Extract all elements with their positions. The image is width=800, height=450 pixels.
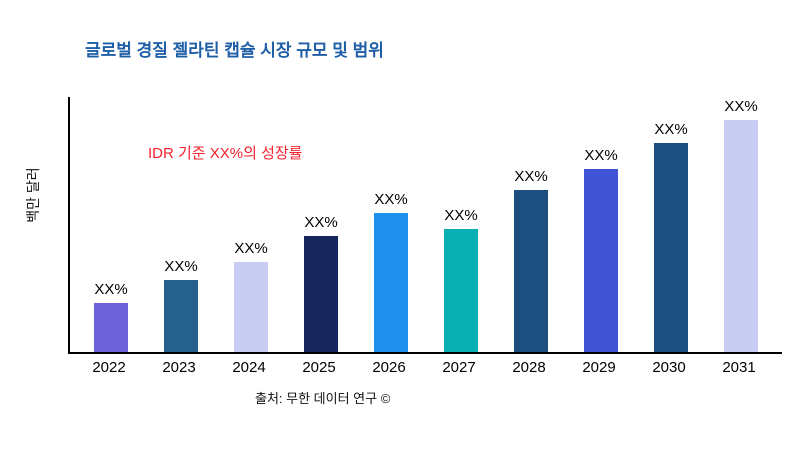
bar <box>724 120 758 352</box>
bar-column: XX% <box>706 97 776 352</box>
bars: XX% XX% XX% XX% XX% XX% XX% XX% XX% XX% <box>70 97 782 352</box>
bar <box>514 190 548 352</box>
x-tick-label: 2025 <box>302 359 336 376</box>
bar-value-label: XX% <box>444 207 478 224</box>
bar <box>584 169 618 352</box>
x-tick-label: 2022 <box>92 359 126 376</box>
x-tick-label: 2028 <box>512 359 546 376</box>
bar-column: XX% <box>216 97 286 352</box>
bar-column: XX% <box>636 97 706 352</box>
bar-value-label: XX% <box>724 98 758 115</box>
bar <box>654 143 688 352</box>
x-tick-label: 2024 <box>232 359 266 376</box>
bar-column: XX% <box>356 97 426 352</box>
bar <box>234 262 268 352</box>
growth-annotation: IDR 기준 XX%의 성장률 <box>148 145 303 162</box>
bar <box>94 303 128 352</box>
bar <box>374 213 408 352</box>
x-tick-label: 2029 <box>582 359 616 376</box>
chart-title: 글로벌 경질 젤라틴 캡슐 시장 규모 및 범위 <box>85 41 384 60</box>
bar <box>444 229 478 352</box>
bar-column: XX% <box>286 97 356 352</box>
bar <box>304 236 338 352</box>
bar-value-label: XX% <box>584 147 618 164</box>
bar-column: XX% <box>566 97 636 352</box>
bar-column: XX% <box>146 97 216 352</box>
x-tick-label: 2027 <box>442 359 476 376</box>
plot-area: XX% XX% XX% XX% XX% XX% XX% XX% XX% XX% <box>68 97 782 354</box>
bar-value-label: XX% <box>514 168 548 185</box>
bar-value-label: XX% <box>374 191 408 208</box>
x-axis-ticks: 2022 2023 2024 2025 2026 2027 2028 2029 2030 2031 <box>68 359 780 376</box>
bar-column: XX% <box>426 97 496 352</box>
x-tick-label: 2030 <box>652 359 686 376</box>
x-tick-label: 2026 <box>372 359 406 376</box>
x-tick-label: 2031 <box>722 359 756 376</box>
x-tick-label: 2023 <box>162 359 196 376</box>
bar-value-label: XX% <box>304 214 338 231</box>
y-axis-label: 백만 달러 <box>25 167 41 223</box>
bar-column: XX% <box>496 97 566 352</box>
bar-value-label: XX% <box>654 121 688 138</box>
source-caption: 출처: 무한 데이터 연구 © <box>255 391 391 406</box>
bar-value-label: XX% <box>164 258 198 275</box>
bar <box>164 280 198 352</box>
bar-value-label: XX% <box>234 240 268 257</box>
bar-value-label: XX% <box>94 281 128 298</box>
bar-column: XX% <box>76 97 146 352</box>
